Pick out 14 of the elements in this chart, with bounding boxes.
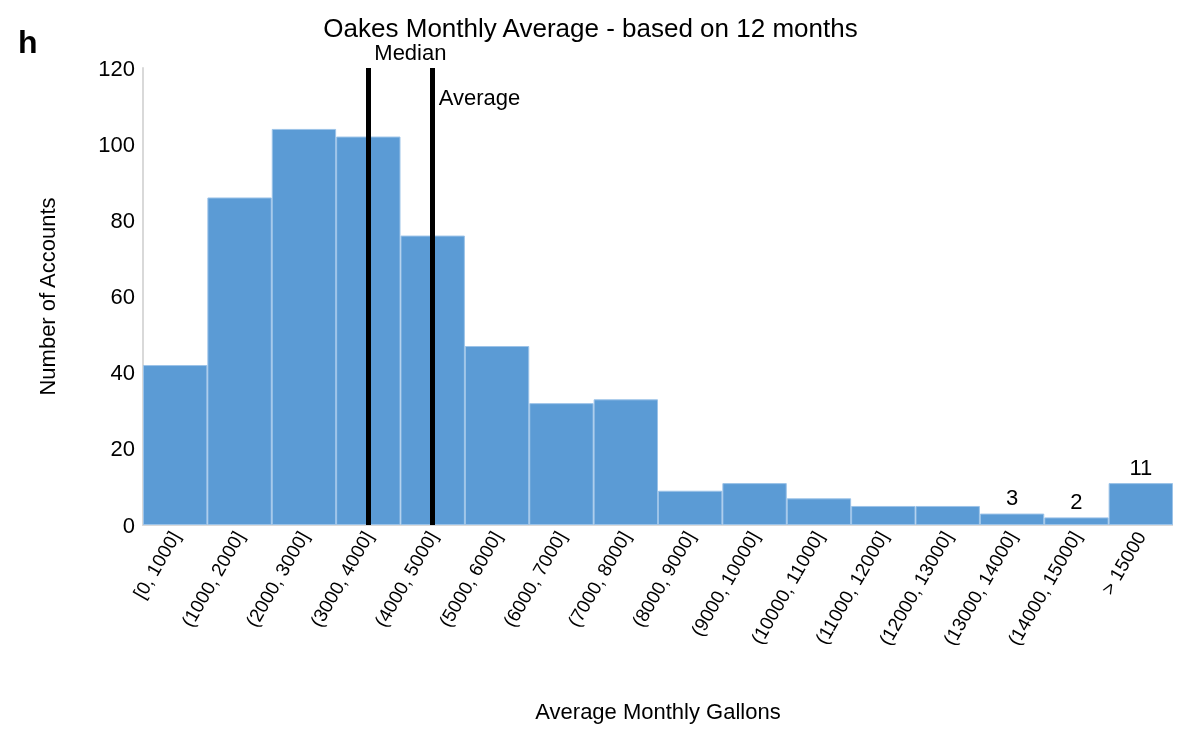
y-tick-label: 60 (110, 284, 135, 309)
y-tick-label: 40 (110, 360, 135, 386)
data-label: 11 (1129, 454, 1153, 480)
ref-line-label: Average (438, 84, 521, 110)
y-axis-title: Number of Accounts (34, 197, 60, 396)
y-tick-label: 120 (98, 55, 135, 81)
y-tick-label: 20 (110, 436, 135, 462)
data-label: 2 (1070, 488, 1083, 514)
y-tick-label: 0 (122, 512, 135, 538)
y-tick-label: 80 (110, 207, 135, 233)
data-label: 3 (1005, 485, 1019, 511)
y-tick-label: 100 (98, 131, 135, 157)
x-axis-title: Average Monthly Gallons (535, 698, 781, 724)
text: h (18, 24, 38, 60)
